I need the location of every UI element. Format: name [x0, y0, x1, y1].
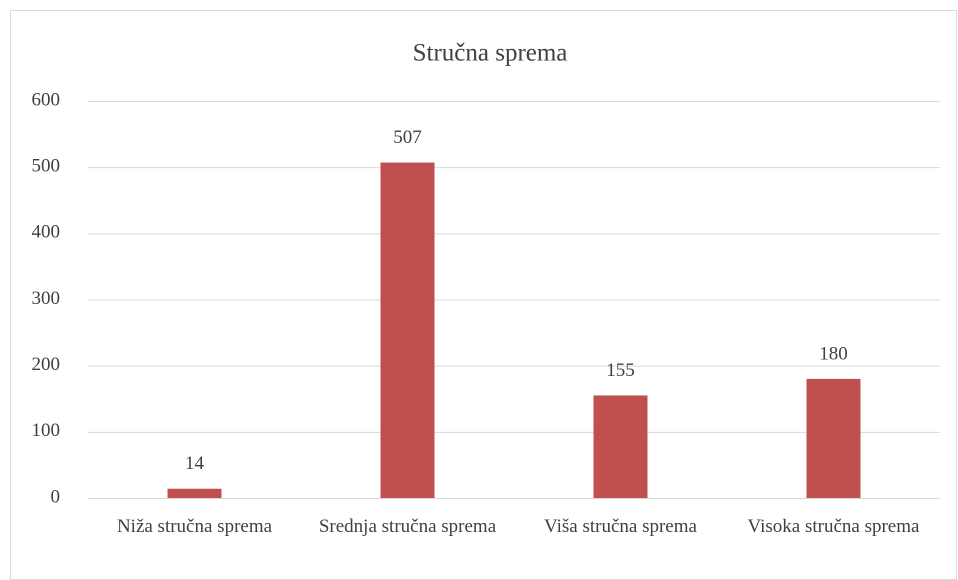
x-tick-label: Srednja stručna sprema: [319, 516, 497, 537]
x-tick-label: Viša stručna sprema: [544, 516, 697, 537]
data-label: 180: [819, 343, 848, 364]
y-tick-label: 500: [32, 156, 61, 177]
data-label: 14: [185, 453, 205, 474]
y-tick-label: 0: [51, 486, 61, 507]
y-tick-label: 300: [32, 288, 61, 309]
bar: [167, 488, 222, 498]
y-tick-label: 100: [32, 420, 61, 441]
chart-title: Stručna sprema: [413, 40, 568, 67]
bar: [593, 395, 648, 498]
data-label: 507: [393, 127, 422, 148]
y-tick-label: 600: [32, 89, 61, 110]
x-tick-label: Visoka stručna sprema: [748, 516, 920, 537]
y-tick-label: 200: [32, 354, 61, 375]
bar: [380, 162, 435, 498]
chart-frame: [10, 10, 957, 580]
bar: [806, 378, 861, 498]
y-tick-label: 400: [32, 222, 61, 243]
x-tick-label: Niža stručna sprema: [117, 516, 273, 537]
data-label: 155: [606, 360, 635, 381]
